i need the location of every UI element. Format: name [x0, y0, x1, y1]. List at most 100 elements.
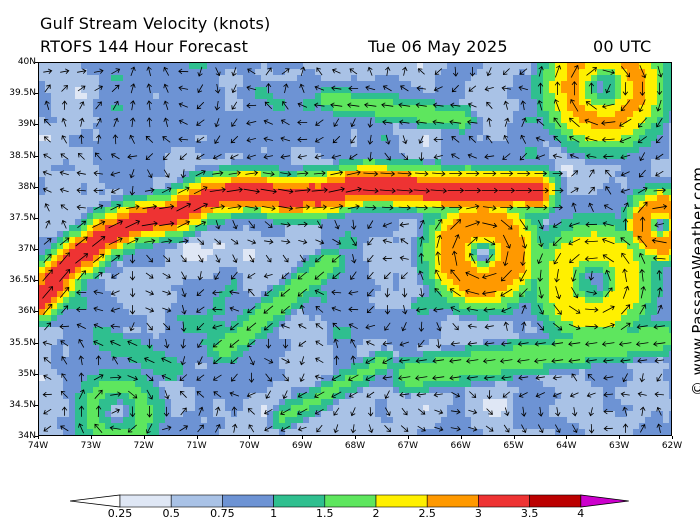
- speed-cell: [267, 99, 274, 106]
- speed-cell: [411, 147, 418, 154]
- speed-cell: [345, 123, 352, 130]
- speed-cell: [585, 225, 592, 232]
- speed-cell: [501, 243, 508, 250]
- speed-cell: [159, 177, 166, 184]
- speed-cell: [555, 93, 562, 100]
- speed-cell: [507, 213, 514, 220]
- speed-cell: [339, 339, 346, 346]
- speed-cell: [93, 255, 100, 262]
- speed-cell: [81, 123, 88, 130]
- speed-cell: [333, 63, 340, 70]
- speed-cell: [543, 81, 550, 88]
- speed-cell: [123, 177, 130, 184]
- speed-cell: [411, 213, 418, 220]
- speed-cell: [231, 201, 238, 208]
- speed-cell: [513, 327, 520, 334]
- speed-cell: [459, 201, 466, 208]
- speed-cell: [117, 339, 124, 346]
- speed-cell: [591, 267, 598, 274]
- speed-cell: [447, 303, 454, 310]
- speed-cell: [597, 297, 604, 304]
- speed-cell: [477, 225, 484, 232]
- speed-cell: [351, 99, 358, 106]
- speed-cell: [165, 141, 172, 148]
- speed-cell: [669, 207, 671, 214]
- speed-cell: [333, 135, 340, 142]
- speed-cell: [363, 69, 370, 76]
- speed-cell: [603, 243, 610, 250]
- speed-cell: [285, 147, 292, 154]
- speed-cell: [531, 105, 538, 112]
- speed-cell: [423, 159, 430, 166]
- speed-cell: [591, 99, 598, 106]
- speed-cell: [207, 249, 214, 256]
- speed-cell: [435, 231, 442, 238]
- speed-cell: [297, 243, 304, 250]
- speed-cell: [369, 129, 376, 136]
- speed-cell: [549, 279, 556, 286]
- speed-cell: [435, 177, 442, 184]
- speed-cell: [663, 315, 670, 322]
- speed-cell: [615, 285, 622, 292]
- speed-cell: [201, 255, 208, 262]
- speed-cell: [609, 213, 616, 220]
- speed-cell: [645, 327, 652, 334]
- speed-cell: [267, 225, 274, 232]
- speed-cell: [249, 165, 256, 172]
- speed-cell: [393, 261, 400, 268]
- speed-cell: [249, 231, 256, 238]
- speed-cell: [255, 255, 262, 262]
- speed-cell: [573, 333, 580, 340]
- speed-cell: [585, 261, 592, 268]
- speed-cell: [591, 111, 598, 118]
- speed-cell: [249, 105, 256, 112]
- speed-cell: [525, 111, 532, 118]
- speed-cell: [519, 225, 526, 232]
- speed-cell: [141, 201, 148, 208]
- speed-cell: [111, 267, 118, 274]
- speed-cell: [339, 63, 346, 70]
- speed-cell: [423, 321, 430, 328]
- speed-cell: [369, 63, 376, 70]
- speed-cell: [363, 339, 370, 346]
- speed-cell: [651, 273, 658, 280]
- speed-cell: [345, 243, 352, 250]
- speed-cell: [453, 255, 460, 262]
- speed-cell: [135, 225, 142, 232]
- speed-cell: [159, 105, 166, 112]
- speed-cell: [207, 255, 214, 262]
- speed-cell: [69, 81, 76, 88]
- speed-cell: [189, 201, 196, 208]
- speed-cell: [39, 207, 46, 214]
- speed-cell: [159, 315, 166, 322]
- speed-cell: [501, 315, 508, 322]
- speed-cell: [141, 195, 148, 202]
- speed-cell: [561, 129, 568, 136]
- speed-cell: [159, 267, 166, 274]
- speed-cell: [585, 321, 592, 328]
- speed-cell: [237, 231, 244, 238]
- speed-cell: [657, 93, 664, 100]
- speed-cell: [219, 207, 226, 214]
- speed-cell: [279, 207, 286, 214]
- speed-cell: [315, 189, 322, 196]
- speed-cell: [153, 69, 160, 76]
- speed-cell: [411, 249, 418, 256]
- speed-cell: [171, 207, 178, 214]
- speed-cell: [627, 105, 634, 112]
- speed-cell: [147, 147, 154, 154]
- speed-cell: [387, 63, 394, 70]
- speed-cell: [663, 213, 670, 220]
- speed-cell: [429, 339, 436, 346]
- speed-cell: [561, 147, 568, 154]
- speed-cell: [177, 273, 184, 280]
- speed-cell: [189, 219, 196, 226]
- speed-cell: [255, 327, 262, 334]
- speed-cell: [477, 333, 484, 340]
- speed-cell: [159, 87, 166, 94]
- speed-cell: [93, 153, 100, 160]
- speed-cell: [585, 237, 592, 244]
- speed-cell: [135, 339, 142, 346]
- speed-cell: [369, 105, 376, 112]
- speed-cell: [117, 189, 124, 196]
